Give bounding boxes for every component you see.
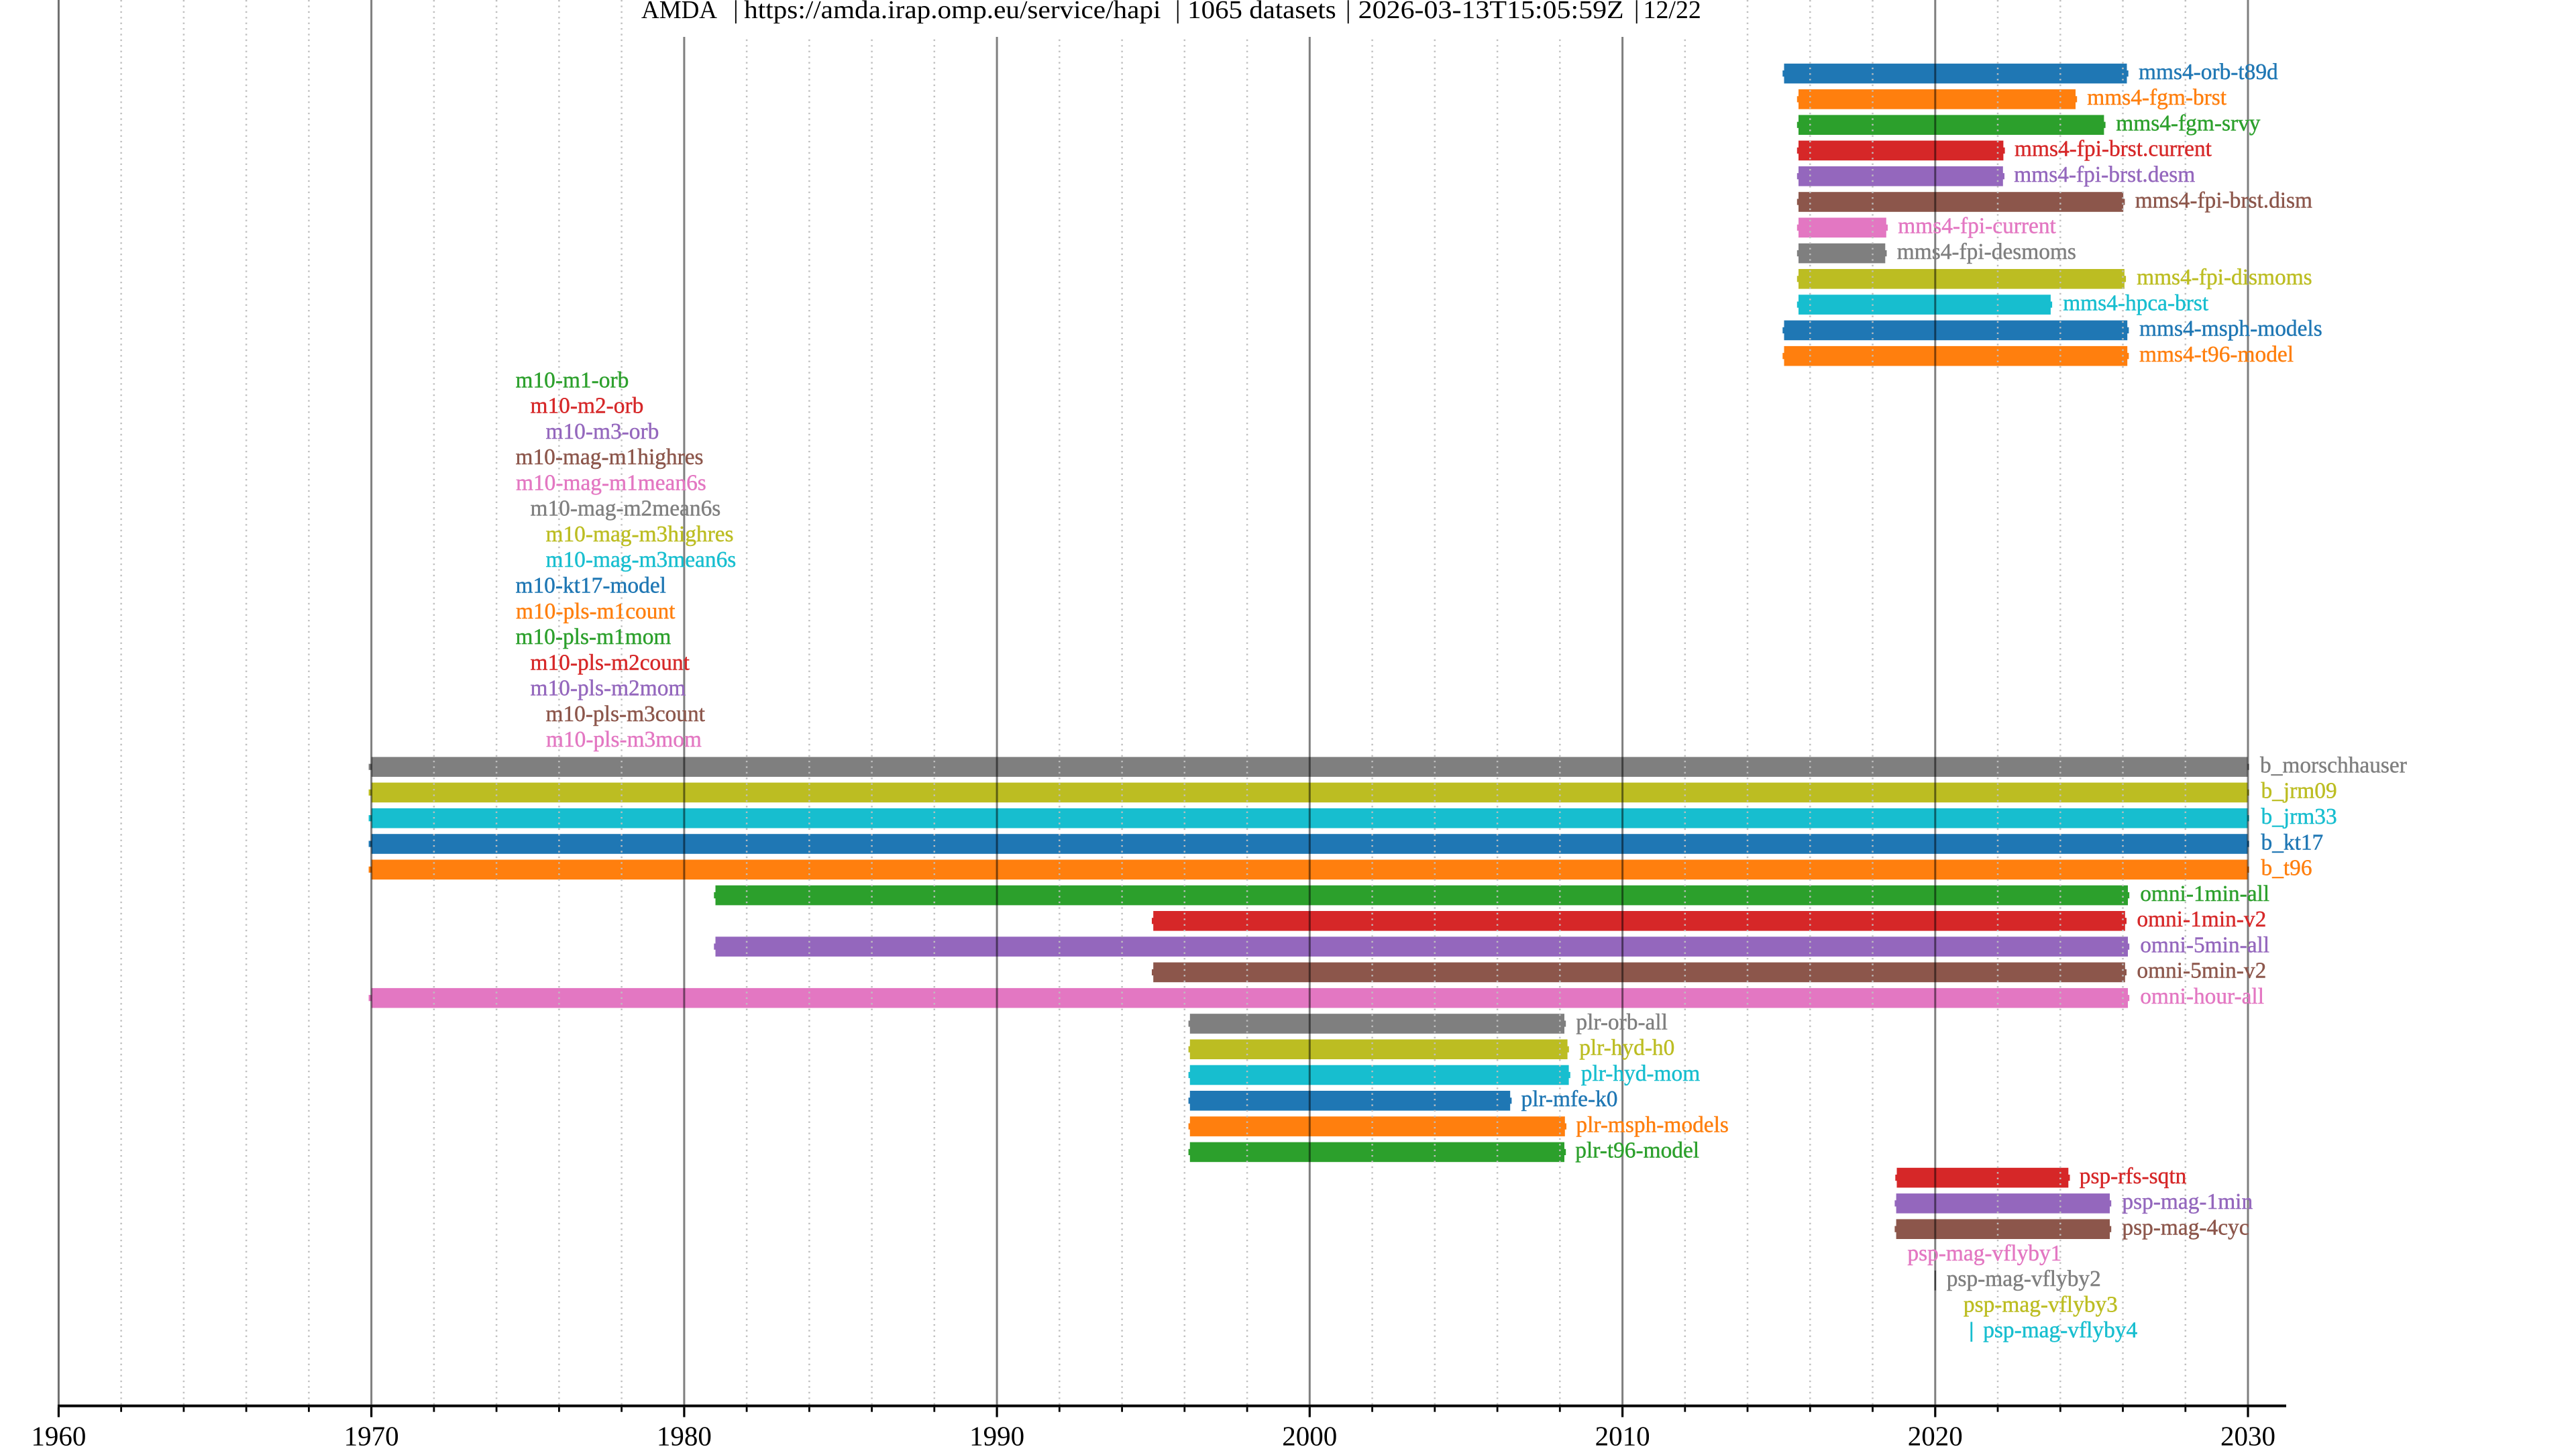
svg-text:omni-5min-all: omni-5min-all: [2140, 932, 2269, 957]
svg-text:mms4-fgm-srvy: mms4-fgm-srvy: [2116, 111, 2260, 136]
svg-text:m10-pls-m1count: m10-pls-m1count: [516, 599, 676, 624]
svg-text:psp-mag-vflyby4: psp-mag-vflyby4: [1983, 1318, 2137, 1343]
svg-text:mms4-fpi-brst.desm: mms4-fpi-brst.desm: [2014, 162, 2195, 187]
svg-text:https://amda.irap.omp.eu/servi: https://amda.irap.omp.eu/service/hapi: [744, 0, 1161, 24]
svg-text:plr-t96-model: plr-t96-model: [1575, 1138, 1699, 1163]
svg-text:mms4-fpi-desmoms: mms4-fpi-desmoms: [1897, 239, 2076, 264]
svg-text:mms4-fpi-current: mms4-fpi-current: [1898, 214, 2056, 239]
svg-text:m10-pls-m3mom: m10-pls-m3mom: [546, 727, 702, 752]
svg-text:psp-mag-1min: psp-mag-1min: [2122, 1189, 2253, 1214]
svg-text:b_jrm33: b_jrm33: [2261, 804, 2337, 829]
svg-text:b_jrm09: b_jrm09: [2261, 779, 2337, 804]
svg-text:mms4-fpi-dismoms: mms4-fpi-dismoms: [2137, 265, 2312, 290]
svg-text:omni-1min-v2: omni-1min-v2: [2137, 907, 2266, 932]
svg-text:|: |: [1634, 0, 1640, 24]
svg-text:plr-hyd-mom: plr-hyd-mom: [1581, 1061, 1700, 1086]
svg-text:m10-mag-m1mean6s: m10-mag-m1mean6s: [516, 470, 706, 495]
svg-text:b_kt17: b_kt17: [2261, 830, 2324, 855]
svg-text:mms4-fgm-brst: mms4-fgm-brst: [2087, 85, 2226, 110]
svg-text:omni-hour-all: omni-hour-all: [2140, 984, 2264, 1009]
svg-text:1990: 1990: [969, 1421, 1024, 1449]
svg-text:m10-mag-m2mean6s: m10-mag-m2mean6s: [531, 496, 721, 521]
svg-text:mms4-fpi-brst.current: mms4-fpi-brst.current: [2015, 137, 2212, 162]
svg-text:psp-rfs-sqtn: psp-rfs-sqtn: [2080, 1164, 2187, 1189]
svg-text:psp-mag-vflyby3: psp-mag-vflyby3: [1964, 1292, 2118, 1317]
svg-text:m10-m1-orb: m10-m1-orb: [516, 368, 629, 392]
svg-text:mms4-msph-models: mms4-msph-models: [2139, 317, 2322, 341]
svg-text:m10-mag-m1highres: m10-mag-m1highres: [516, 445, 704, 470]
svg-text:mms4-fpi-brst.dism: mms4-fpi-brst.dism: [2135, 188, 2312, 213]
svg-text:m10-m2-orb: m10-m2-orb: [531, 394, 644, 419]
svg-text:m10-pls-m2count: m10-pls-m2count: [531, 650, 690, 675]
svg-text:mms4-orb-t89d: mms4-orb-t89d: [2139, 60, 2278, 85]
svg-text:2020: 2020: [1908, 1421, 1963, 1449]
svg-text:mms4-hpca-brst: mms4-hpca-brst: [2063, 290, 2209, 315]
svg-text:|: |: [1175, 0, 1181, 24]
svg-text:m10-pls-m3count: m10-pls-m3count: [546, 702, 706, 727]
svg-text:1970: 1970: [344, 1421, 399, 1449]
svg-text:2000: 2000: [1282, 1421, 1337, 1449]
svg-text:m10-mag-m3highres: m10-mag-m3highres: [546, 522, 734, 547]
svg-text:b_t96: b_t96: [2261, 856, 2312, 881]
svg-text:mms4-t96-model: mms4-t96-model: [2139, 342, 2294, 367]
svg-text:m10-mag-m3mean6s: m10-mag-m3mean6s: [546, 547, 737, 572]
svg-text:plr-msph-models: plr-msph-models: [1576, 1112, 1728, 1137]
svg-text:m10-pls-m2mom: m10-pls-m2mom: [531, 676, 686, 701]
svg-text:AMDA: AMDA: [641, 0, 717, 24]
svg-text:1960: 1960: [31, 1421, 86, 1449]
svg-text:omni-1min-all: omni-1min-all: [2140, 881, 2269, 906]
svg-text:plr-hyd-h0: plr-hyd-h0: [1579, 1036, 1674, 1061]
svg-text:12/22: 12/22: [1644, 0, 1701, 24]
svg-text:|: |: [1346, 0, 1351, 24]
svg-text:1065 datasets: 1065 datasets: [1187, 0, 1336, 24]
svg-text:|: |: [733, 0, 739, 24]
svg-text:2030: 2030: [2220, 1421, 2275, 1449]
svg-text:plr-mfe-k0: plr-mfe-k0: [1521, 1087, 1618, 1112]
svg-text:1980: 1980: [657, 1421, 712, 1449]
svg-text:b_morschhauser: b_morschhauser: [2260, 753, 2407, 778]
svg-text:2026-03-13T15:05:59Z: 2026-03-13T15:05:59Z: [1358, 0, 1624, 24]
svg-text:psp-mag-vflyby1: psp-mag-vflyby1: [1907, 1241, 2061, 1266]
svg-text:m10-kt17-model: m10-kt17-model: [516, 574, 666, 598]
svg-text:omni-5min-v2: omni-5min-v2: [2137, 959, 2266, 983]
svg-text:psp-mag-4cyc: psp-mag-4cyc: [2122, 1216, 2249, 1240]
svg-text:m10-m3-orb: m10-m3-orb: [546, 419, 659, 444]
svg-text:psp-mag-vflyby2: psp-mag-vflyby2: [1947, 1267, 2101, 1291]
svg-text:plr-orb-all: plr-orb-all: [1576, 1010, 1668, 1034]
svg-text:2010: 2010: [1595, 1421, 1650, 1449]
svg-text:m10-pls-m1mom: m10-pls-m1mom: [516, 625, 672, 649]
